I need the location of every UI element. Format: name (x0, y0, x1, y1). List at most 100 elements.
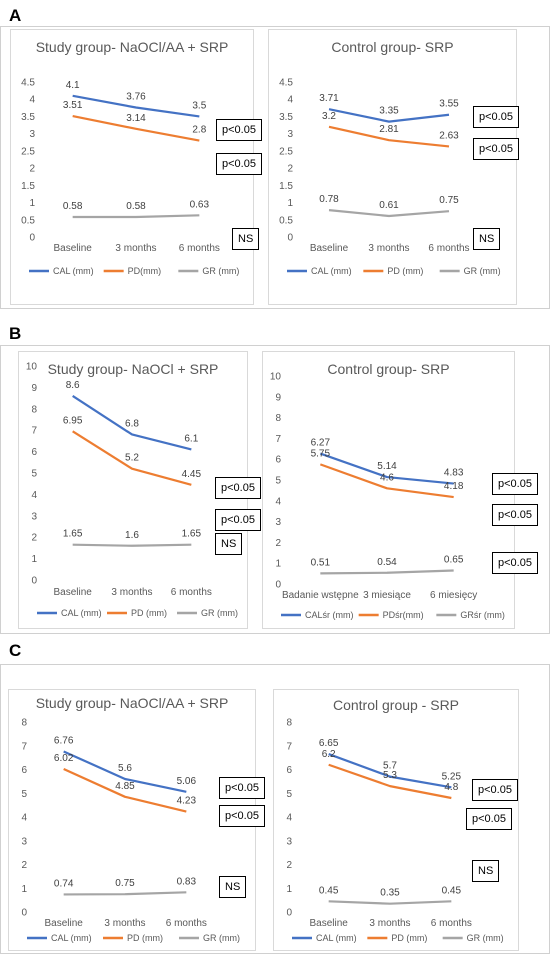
legend-label: CAL (mm) (51, 933, 92, 943)
chart-svg: Study group- NaOCl + SRP 0 1 2 3 4 5 6 7 8 9 10 Base… (26, 361, 238, 618)
y-tick-label: 0 (31, 576, 37, 587)
chart-svg: Control group - SRP 0 1 2 3 4 5 6 7 8 Baseline 3 mo… (286, 697, 503, 943)
cal-line (319, 452, 454, 485)
legend-label: CALśr (mm) (305, 610, 354, 620)
y-tick-label: 3 (275, 517, 281, 528)
x-tick-label: 3 months (111, 587, 152, 598)
x-tick-label: Baseline (309, 918, 348, 929)
y-tick-label: 3 (31, 511, 37, 522)
legend-label: GR (mm) (202, 266, 239, 276)
y-tick-label: 9 (31, 383, 37, 394)
y-tick-label: 8 (286, 718, 292, 729)
y-tick-label: 5 (275, 476, 281, 487)
legend-label: PD (mm) (127, 933, 163, 943)
y-tick-label: 1 (31, 554, 37, 565)
data-label: 0.61 (379, 200, 399, 211)
data-label: 5.6 (118, 763, 132, 774)
cal-line (72, 94, 200, 118)
chart-title: Study group- NaOCl + SRP (48, 361, 219, 377)
gr-line (63, 891, 187, 896)
data-label: 6.8 (125, 418, 139, 429)
data-label: 0.75 (439, 195, 459, 206)
y-tick-label: 7 (21, 741, 27, 752)
y-tick-label: 7 (275, 434, 281, 445)
y-tick-label: 3 (287, 129, 293, 140)
x-tick-label: 6 months (428, 243, 469, 254)
y-tick-label: 0 (287, 233, 293, 244)
data-label: 6.27 (311, 438, 331, 449)
data-label: 6.02 (54, 753, 74, 764)
chart-c-control: Control group - SRP 0 1 2 3 4 5 6 7 8 Baseline 3 mo… (273, 689, 519, 951)
x-tick-label: 3 miesiące (363, 590, 411, 601)
annotation-c-study-gr: NS (219, 876, 247, 898)
data-label: 5.7 (383, 761, 397, 772)
chart-a-control: Control group- SRP 0 0.5 1 1.5 2 2.5 3 3.5 4 4.5 Ba… (268, 29, 517, 305)
y-tick-label: 9 (275, 392, 281, 403)
chart-b-control: Control group- SRP 0 1 2 3 4 5 6 7 8 9 10 Badanie ws… (262, 351, 515, 629)
data-label: 0.58 (126, 201, 146, 212)
y-tick-label: 4 (287, 95, 293, 106)
panel-label-a: A (9, 6, 22, 25)
legend-label: PD (mm) (391, 933, 427, 943)
annotation-b-study-cal: p<0.05 (215, 477, 261, 499)
chart-title: Study group- NaOCl/AA + SRP (36, 695, 229, 711)
data-label: 4.8 (444, 782, 458, 793)
y-tick-label: 2.5 (21, 146, 35, 157)
y-tick-label: 6 (21, 765, 27, 776)
legend-label: GR (mm) (203, 933, 240, 943)
data-label: 3.35 (379, 106, 399, 117)
y-tick-label: 3 (29, 129, 35, 140)
chart-a-study: Study group- NaOCl/AA + SRP 0 0.5 1 1.5 2 2.5 3… (10, 29, 254, 305)
x-tick-label: 6 miesięcy (430, 590, 477, 601)
x-tick-label: 3 months (368, 243, 409, 254)
data-label: 0.45 (442, 885, 462, 896)
data-label: 3.14 (126, 113, 146, 124)
data-label: 0.74 (54, 878, 74, 889)
y-tick-label: 7 (31, 426, 37, 437)
y-tick-label: 0 (21, 908, 27, 919)
annotation-a-control-gr: NS (473, 228, 501, 250)
data-label: 0.54 (377, 557, 397, 568)
legend-label: GRśr (mm) (460, 610, 505, 620)
annotation-b-control-cal: p<0.05 (492, 473, 538, 495)
y-tick-label: 8 (31, 404, 37, 415)
cal-line (328, 753, 452, 789)
y-tick-label: 3.5 (279, 112, 293, 123)
y-tick-label: 2 (21, 860, 27, 871)
y-tick-label: 6 (275, 455, 281, 466)
cal-line (328, 108, 450, 123)
data-label: 4.45 (182, 469, 202, 480)
legend-label: GR (mm) (201, 608, 238, 618)
y-tick-label: 0 (29, 233, 35, 244)
y-tick-label: 4 (286, 813, 292, 824)
legend-label: GR (mm) (464, 266, 501, 276)
data-label: 3.76 (126, 91, 146, 102)
x-tick-label: Baseline (44, 918, 83, 929)
y-tick-label: 4 (21, 813, 27, 824)
y-tick-label: 1 (29, 198, 35, 209)
x-tick-label: 3 months (104, 918, 145, 929)
x-tick-label: 3 months (115, 243, 156, 254)
pd-line (72, 115, 200, 142)
data-label: 4.83 (444, 468, 464, 479)
y-tick-label: 4.5 (21, 78, 35, 89)
y-tick-label: 2 (287, 164, 293, 175)
y-tick-label: 5 (286, 789, 292, 800)
data-label: 4.6 (380, 472, 394, 483)
gr-line (72, 214, 200, 219)
data-label: 0.58 (63, 201, 83, 212)
pd-line (328, 763, 452, 800)
data-label: 5.25 (442, 771, 462, 782)
legend-label: CAL (mm) (53, 266, 94, 276)
y-tick-label: 1 (287, 198, 293, 209)
y-tick-label: 6 (286, 765, 292, 776)
data-label: 2.81 (379, 124, 399, 135)
x-tick-label: 6 months (431, 918, 472, 929)
pd-line (63, 768, 187, 813)
data-label: 0.65 (444, 554, 464, 565)
annotation-c-study-cal: p<0.05 (219, 777, 265, 799)
y-tick-label: 2 (29, 164, 35, 175)
pd-line (72, 430, 192, 486)
legend-label: PD (mm) (387, 266, 423, 276)
data-label: 0.63 (190, 199, 210, 210)
